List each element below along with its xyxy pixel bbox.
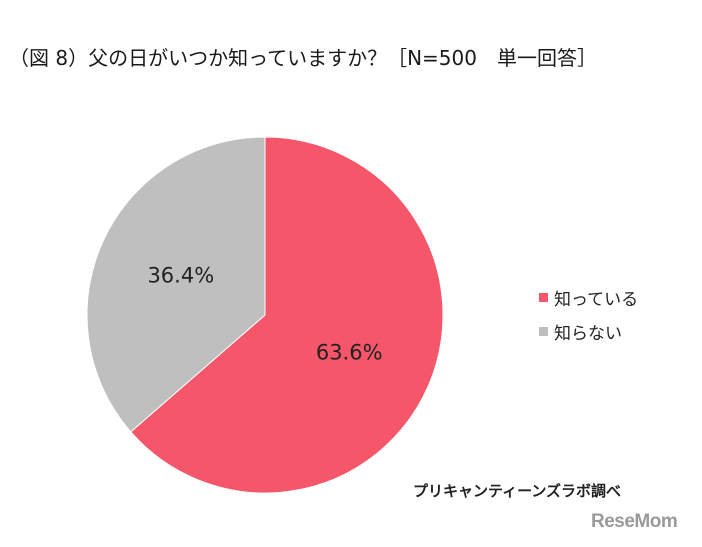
- resemom-logo: ReseMom: [591, 511, 678, 532]
- legend-item-know: 知っている: [539, 285, 639, 310]
- legend-swatch: [539, 292, 548, 302]
- pie-slice-1: [86, 136, 266, 433]
- pie-slice-0: [130, 136, 444, 494]
- legend-label: 知っている: [554, 289, 639, 310]
- chart-legend: 知っている 知らない: [539, 285, 638, 353]
- slice-value-label: 63.6%: [316, 340, 383, 364]
- legend-item-dont-know: 知らない: [539, 319, 638, 344]
- legend-label: 知らない: [554, 323, 622, 344]
- legend-swatch: [539, 326, 548, 336]
- slice-value-label: 36.4%: [147, 264, 214, 288]
- source-note: プリキャンティーンズラボ調べ: [413, 482, 622, 500]
- chart-title: （図 8）父の日がいつか知っていますか？［N=500 単一回答］: [9, 46, 597, 70]
